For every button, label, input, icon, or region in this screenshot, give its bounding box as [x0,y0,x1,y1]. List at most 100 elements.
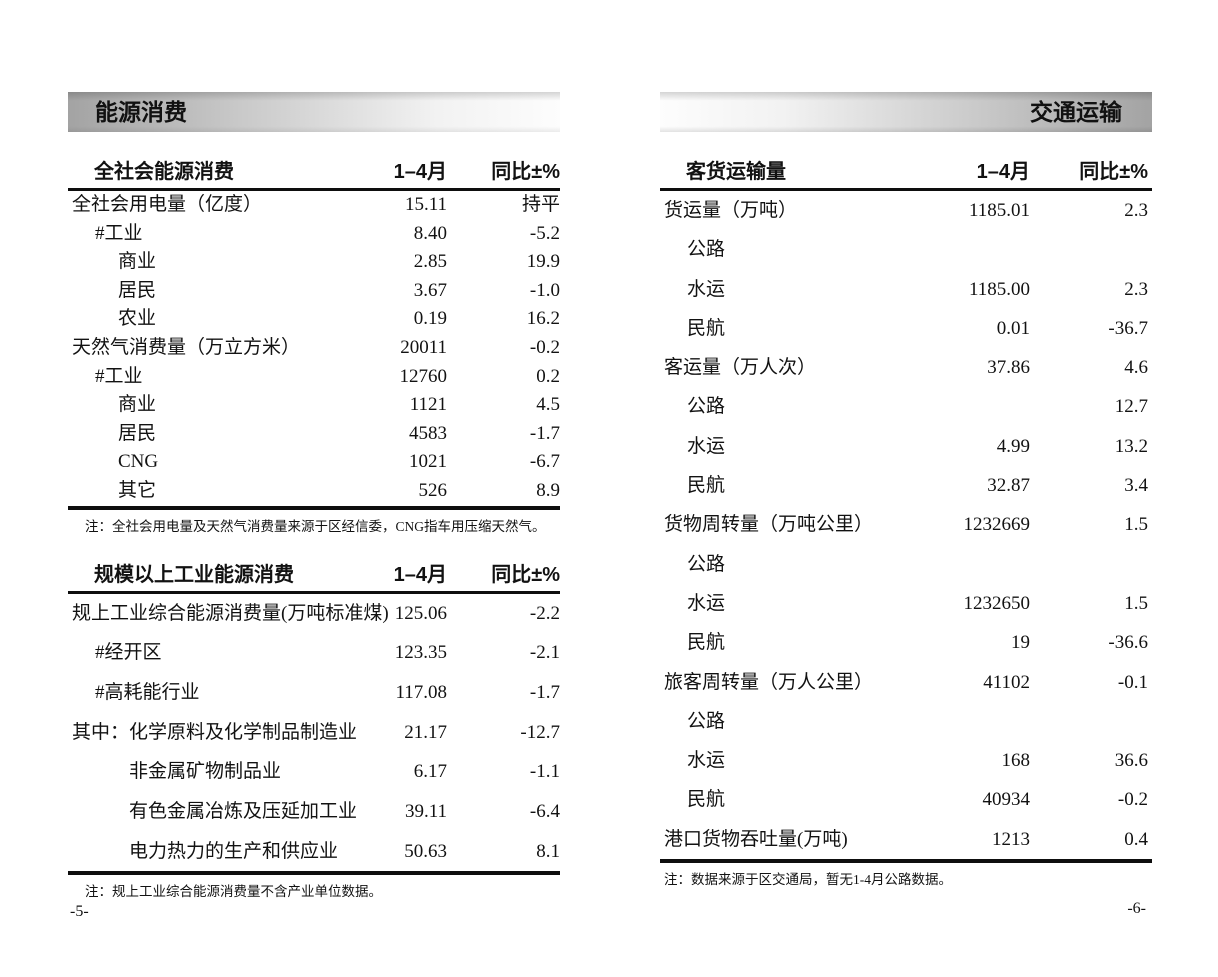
row-yoy: -1.1 [529,761,560,783]
section-header-transport: 交通运输 [660,92,1152,132]
row-value: 40934 [982,789,1031,811]
table-row: 公路 [660,545,1152,584]
transport-column: 交通运输 客货运输量 1–4月 同比±% 货运量（万吨） 1185.01 2.3 公路… [660,92,1152,918]
table-row: 公路 [660,702,1152,741]
row-value: 20011 [400,336,447,358]
column-header-month: 1–4月 [393,161,447,183]
row-yoy: -36.6 [1108,632,1148,654]
row-value: 117.08 [395,681,447,703]
row-value: 39.11 [404,801,447,823]
row-yoy: 3.4 [1124,475,1148,497]
row-yoy [1030,545,1148,584]
table-footnote: 注：全社会用电量及天然气消费量来源于区经信委，CNG指车用压缩天然气。 [85,518,546,534]
row-label: 公路 [687,239,726,261]
row-label: 天然气消费量（万立方米） [72,336,301,358]
table-row: 货运量（万吨） 1185.01 2.3 [660,191,1152,230]
row-label: 旅客周转量（万人公里） [664,671,874,693]
row-value: 1213 [992,828,1030,850]
table-row: 规上工业综合能源消费量(万吨标准煤) 125.06 -2.2 [68,594,560,634]
row-label: #高耗能行业 [95,681,200,703]
table-body: 货运量（万吨） 1185.01 2.3 公路 水运 1185.00 2.3 民航 0.01 -36… [660,191,1152,864]
row-label: 其中：化学原料及化学制品制造业 [72,721,358,743]
row-yoy: -0.2 [529,336,560,358]
row-value: 123.35 [394,642,447,664]
table-row: 非金属矿物制品业 6.17 -1.1 [68,752,560,792]
row-yoy: -6.4 [529,801,560,823]
row-yoy: -1.7 [529,422,560,444]
table-row: 其它 526 8.9 [68,477,560,506]
row-yoy [1030,702,1148,741]
row-label: 民航 [687,317,726,339]
row-label: 客运量（万人次） [664,357,817,379]
row-label: 民航 [687,475,726,497]
row-yoy: -36.7 [1108,317,1148,339]
table-society-energy: 全社会能源消费 1–4月 同比±% 全社会用电量（亿度） 15.11 持平 #工业 8.… [68,156,560,535]
table-title: 规模以上工业能源消费 [94,563,294,586]
row-yoy: -0.1 [1117,671,1148,693]
row-yoy: -0.2 [1117,789,1148,811]
row-yoy: -2.2 [529,602,560,624]
column-header-yoy: 同比±% [491,563,560,586]
row-label: 公路 [687,710,726,732]
section-title: 能源消费 [95,99,187,125]
table-row: 民航 32.87 3.4 [660,466,1152,505]
row-value: 4.99 [996,435,1030,457]
row-value: 1185.00 [968,278,1030,300]
row-label: 商业 [118,251,157,273]
row-label: 有色金属冶炼及压延加工业 [129,801,358,823]
table-row: 水运 168 36.6 [660,741,1152,780]
row-yoy: 8.9 [536,479,560,501]
table-row: 民航 40934 -0.2 [660,780,1152,819]
row-value: 6.17 [413,761,447,783]
row-label: 民航 [687,632,726,654]
row-yoy: 12.7 [1114,396,1148,418]
section-header-energy: 能源消费 [68,92,560,132]
row-label: #经开区 [95,642,162,664]
table-transport-volume: 客货运输量 1–4月 同比±% 货运量（万吨） 1185.01 2.3 公路 水运 118… [660,156,1152,888]
row-yoy: 19.9 [526,251,560,273]
row-value [910,230,1030,269]
column-header-month: 1–4月 [976,161,1030,183]
table-row: 货物周转量（万吨公里） 1232669 1.5 [660,505,1152,544]
column-header-yoy: 同比±% [1079,161,1148,183]
row-label: CNG [118,451,159,473]
row-value: 19 [1011,632,1030,654]
row-yoy: 2.3 [1124,278,1148,300]
table-row: 民航 19 -36.6 [660,623,1152,662]
table-row: 天然气消费量（万立方米） 20011 -0.2 [68,334,560,363]
row-yoy: -5.2 [529,222,560,244]
row-value: 2.85 [413,251,447,273]
row-value [910,702,1030,741]
row-yoy: -1.0 [529,279,560,301]
row-value: 4583 [409,422,447,444]
row-label: 港口货物吞吐量(万吨) [664,828,848,850]
row-yoy: -2.1 [529,642,560,664]
table-row: 民航 0.01 -36.7 [660,309,1152,348]
row-value: 12760 [399,365,448,387]
table-row: 商业 2.85 19.9 [68,248,560,277]
row-yoy: 4.5 [536,394,560,416]
table-row: #高耗能行业 117.08 -1.7 [68,673,560,713]
row-label: 货运量（万吨） [664,200,798,221]
table-row: 其中：化学原料及化学制品制造业 21.17 -12.7 [68,713,560,753]
table-row: 水运 1232650 1.5 [660,584,1152,623]
row-label: #工业 [95,365,143,387]
table-title: 客货运输量 [686,161,786,183]
row-value [910,387,1030,426]
table-row: 商业 1121 4.5 [68,391,560,420]
row-yoy: 0.2 [536,365,560,387]
row-label: 居民 [118,279,157,301]
row-value: 21.17 [404,721,447,743]
row-value: 168 [1001,750,1031,772]
table-row: 居民 4583 -1.7 [68,420,560,449]
row-value: 1232650 [963,592,1031,614]
row-yoy: -1.7 [529,681,560,703]
row-label: 水运 [687,592,726,614]
row-label: 规上工业综合能源消费量(万吨标准煤) [72,602,389,624]
table-body: 全社会用电量（亿度） 15.11 持平 #工业 8.40 -5.2 商业 2.85 19.9 居民… [68,191,560,510]
row-label: 货物周转量（万吨公里） [664,514,874,536]
table-footnote: 注：规上工业综合能源消费量不含产业单位数据。 [85,884,382,900]
table-title: 全社会能源消费 [94,161,234,183]
table-row: 客运量（万人次） 37.86 4.6 [660,348,1152,387]
row-value: 50.63 [404,840,447,862]
